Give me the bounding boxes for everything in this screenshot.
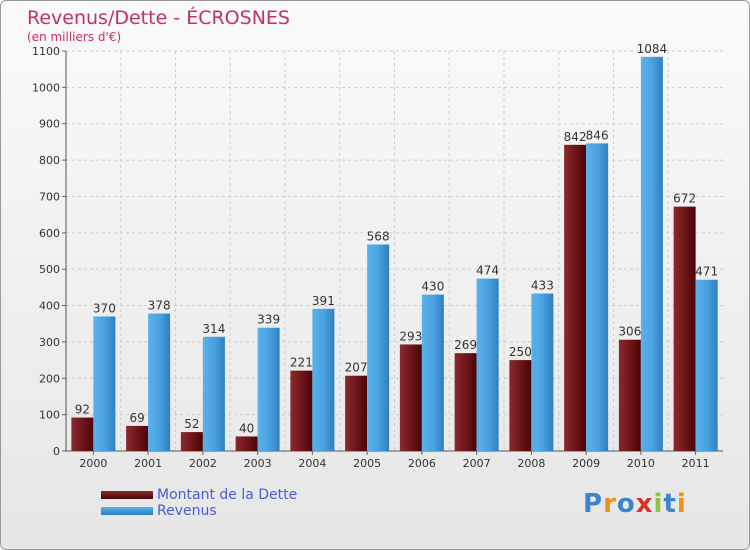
legend-label-revenus: Revenus — [157, 503, 217, 519]
logo-letter: i — [676, 489, 687, 519]
value-label-revenus-2001: 378 — [148, 299, 171, 313]
value-label-debt-2006: 293 — [399, 329, 422, 343]
chart-subtitle: (en milliers d'€) — [27, 30, 122, 44]
bar-revenus-2005 — [367, 244, 390, 451]
y-tick-label-400: 400 — [39, 300, 60, 313]
proxiti-logo: Proxiti — [583, 489, 687, 519]
x-tick-label-2002: 2002 — [189, 457, 217, 470]
x-tick-label-2005: 2005 — [353, 457, 381, 470]
value-label-debt-2011: 672 — [673, 192, 696, 206]
legend-swatch-revenus — [101, 507, 153, 515]
bar-debt-2000 — [71, 417, 94, 451]
x-tick-label-2010: 2010 — [627, 457, 655, 470]
bar-debt-2007 — [454, 353, 477, 451]
bar-revenus-2003 — [257, 327, 280, 451]
logo-letter: o — [616, 489, 636, 519]
y-tick-label-0: 0 — [53, 445, 60, 458]
x-tick-label-2008: 2008 — [517, 457, 545, 470]
value-label-debt-2007: 269 — [454, 338, 477, 352]
x-tick-label-2001: 2001 — [134, 457, 162, 470]
bar-debt-2011 — [673, 206, 696, 451]
legend-swatch-debt — [101, 491, 153, 499]
y-tick-label-200: 200 — [39, 372, 60, 385]
y-tick-label-100: 100 — [39, 409, 60, 422]
legend-item-revenus: Revenus — [101, 503, 297, 519]
bar-debt-2008 — [509, 360, 532, 451]
value-label-revenus-2011: 471 — [695, 265, 718, 279]
value-label-revenus-2008: 433 — [531, 279, 554, 293]
y-tick-label-800: 800 — [39, 154, 60, 167]
value-label-debt-2004: 221 — [290, 356, 313, 370]
value-label-revenus-2000: 370 — [93, 301, 116, 315]
value-label-revenus-2004: 391 — [312, 294, 335, 308]
bar-debt-2005 — [345, 375, 368, 451]
y-tick-label-900: 900 — [39, 118, 60, 131]
legend: Montant de la Dette Revenus — [101, 487, 297, 519]
value-label-revenus-2010: 1084 — [637, 42, 668, 56]
bar-debt-2006 — [399, 344, 422, 451]
logo-letter: r — [603, 489, 617, 519]
bar-revenus-2002 — [202, 336, 225, 451]
bar-revenus-2007 — [476, 278, 499, 451]
value-label-revenus-2007: 474 — [476, 264, 499, 278]
grid-lines — [66, 50, 723, 452]
bar-revenus-2001 — [148, 313, 171, 451]
legend-item-debt: Montant de la Dette — [101, 487, 297, 503]
value-label-debt-2000: 92 — [75, 403, 90, 417]
value-label-revenus-2003: 339 — [257, 313, 280, 327]
logo-letter: P — [583, 489, 604, 519]
value-label-debt-2010: 306 — [618, 325, 641, 339]
logo-letter: x — [635, 489, 654, 519]
value-label-revenus-2009: 846 — [586, 128, 609, 142]
y-tick-label-300: 300 — [39, 336, 60, 349]
bar-revenus-2011 — [695, 279, 718, 451]
bar-revenus-2006 — [421, 294, 444, 451]
value-label-revenus-2002: 314 — [202, 322, 225, 336]
bar-debt-2010 — [618, 339, 641, 451]
value-label-debt-2002: 52 — [184, 417, 199, 431]
bar-revenus-2009 — [586, 143, 609, 451]
x-tick-label-2003: 2003 — [244, 457, 272, 470]
value-label-debt-2005: 207 — [345, 361, 368, 375]
bar-debt-2001 — [126, 425, 149, 451]
value-label-debt-2009: 842 — [564, 130, 587, 144]
y-tick-label-1100: 1100 — [32, 45, 60, 58]
bar-debt-2003 — [235, 436, 258, 451]
y-tick-label-600: 600 — [39, 227, 60, 240]
value-label-debt-2008: 250 — [509, 345, 532, 359]
x-tick-label-2009: 2009 — [572, 457, 600, 470]
value-labels: 92 370 69 378 52 314 40 339 221 391 207 568 293 430 26… — [75, 42, 718, 436]
chart-title: Revenus/Dette - ÉCROSNES — [27, 7, 290, 29]
logo-letter: i — [653, 489, 664, 519]
value-label-debt-2003: 40 — [239, 421, 254, 435]
x-tick-label-2011: 2011 — [682, 457, 710, 470]
value-label-revenus-2006: 430 — [421, 280, 444, 294]
bar-revenus-2008 — [531, 293, 554, 451]
x-tick-label-2000: 2000 — [79, 457, 107, 470]
bar-revenus-2000 — [93, 316, 116, 451]
x-tick-label-2006: 2006 — [408, 457, 436, 470]
bars — [71, 56, 718, 452]
y-tick-label-500: 500 — [39, 263, 60, 276]
legend-label-debt: Montant de la Dette — [157, 487, 298, 503]
bar-debt-2004 — [290, 370, 313, 451]
axes: 0 100 200 300 400 500 600 700 800 900 1000 1100 2000… — [32, 45, 723, 470]
bar-debt-2009 — [564, 144, 587, 451]
logo-letter: t — [663, 489, 677, 519]
bar-revenus-2004 — [312, 308, 335, 451]
value-label-debt-2001: 69 — [129, 411, 144, 425]
y-tick-label-1000: 1000 — [32, 81, 60, 94]
x-tick-label-2007: 2007 — [463, 457, 491, 470]
y-tick-label-700: 700 — [39, 190, 60, 203]
bar-debt-2002 — [180, 432, 203, 451]
value-label-revenus-2005: 568 — [367, 229, 390, 243]
x-tick-label-2004: 2004 — [298, 457, 326, 470]
bar-revenus-2010 — [640, 56, 663, 452]
